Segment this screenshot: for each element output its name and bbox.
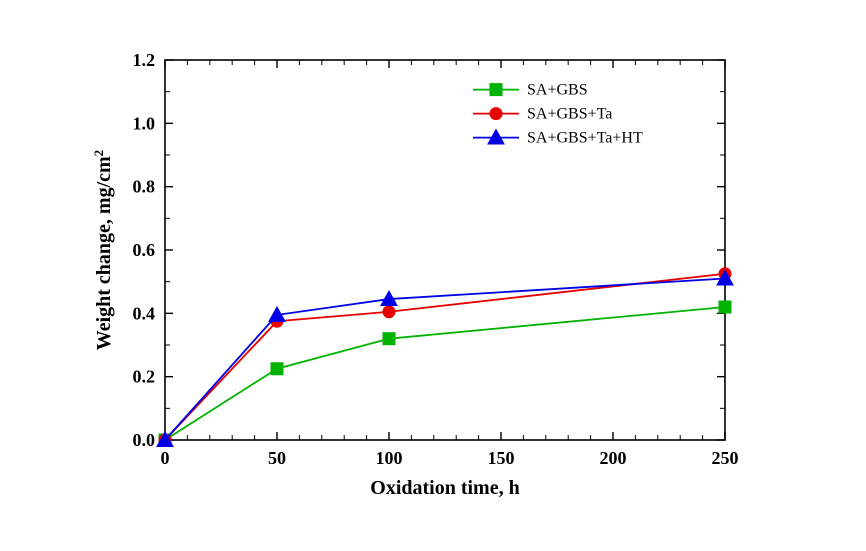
legend-label-1: SA+GBS+Ta [527, 106, 612, 123]
y-axis-label: Weight change, mg/cm2 [91, 150, 116, 350]
y-tick-label: 0.2 [133, 367, 156, 387]
y-tick-label: 0.8 [133, 177, 156, 197]
marker-circle [383, 306, 395, 318]
x-tick-label: 0 [161, 448, 170, 468]
legend-label-0: SA+GBS [527, 82, 588, 99]
series-line-0 [165, 307, 725, 440]
series-line-1 [165, 274, 725, 440]
marker-circle [490, 108, 502, 120]
x-tick-label: 250 [712, 448, 739, 468]
x-axis-label: Oxidation time, h [370, 477, 519, 499]
x-tick-label: 50 [268, 448, 286, 468]
x-tick-label: 200 [600, 448, 627, 468]
x-tick-label: 100 [376, 448, 403, 468]
y-tick-label: 0.0 [133, 430, 156, 450]
chart-container: 0 50 100 150 200 250 0.0 0.2 0.4 0.6 0.8 1.0 1.2 Oxid… [0, 0, 866, 551]
marker-square [383, 333, 395, 345]
legend-label-2: SA+GBS+Ta+HT [527, 130, 643, 147]
marker-square [719, 301, 731, 313]
marker-square [271, 363, 283, 375]
y-tick-label: 1.0 [133, 113, 156, 133]
y-tick-label: 0.4 [133, 303, 156, 323]
y-tick-label: 0.6 [133, 240, 156, 260]
series-line-2 [165, 279, 725, 441]
chart-svg: 0 50 100 150 200 250 0.0 0.2 0.4 0.6 0.8 1.0 1.2 Oxid… [0, 0, 866, 551]
marker-square [490, 84, 502, 96]
x-tick-label: 150 [488, 448, 515, 468]
plot-frame [165, 60, 725, 440]
y-tick-label: 1.2 [133, 50, 156, 70]
